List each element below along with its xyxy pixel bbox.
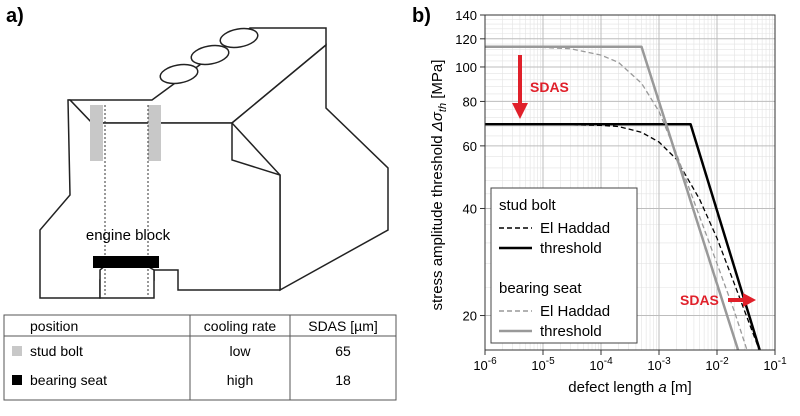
panel-b-label: b) [412, 5, 431, 27]
sdas-arrow-vertical [512, 55, 528, 119]
x-tick-label: 10-6 [473, 356, 497, 373]
plot-frame [484, 14, 776, 351]
engine-block-label: engine block [86, 227, 171, 244]
y-tick-label: 60 [463, 139, 477, 154]
legend-entry: threshold [540, 323, 602, 340]
cylinder-bore [190, 44, 230, 66]
table-cell-position: bearing seat [30, 372, 107, 388]
cylinder-bore [159, 63, 199, 85]
cylinder-bore [219, 27, 259, 49]
x-tick-label: 10-3 [647, 356, 671, 373]
engine-block-drawing [39, 27, 389, 299]
table-frame [3, 314, 397, 401]
table-cell-position: stud bolt [30, 343, 83, 359]
panel-a-label: a) [6, 5, 24, 27]
legend-group-title: stud bolt [499, 197, 557, 214]
x-tick-label: 10-4 [589, 356, 613, 373]
bearing-seat-marker [93, 256, 159, 268]
legend-entry: El Haddad [540, 220, 610, 237]
y-tick-label: 40 [463, 201, 477, 216]
sdas-arrow-horizontal [728, 293, 756, 307]
sdas-arrow-vertical-head [512, 103, 528, 119]
table-cell-sdas: 65 [335, 343, 351, 359]
legend-entry: El Haddad [540, 303, 610, 320]
table-header-cooling-rate: cooling rate [204, 318, 277, 334]
sdas-label-top: SDAS [530, 79, 569, 95]
series-line-stud-bolt-threshold [485, 123, 762, 350]
table-cell-cooling-rate: low [229, 343, 251, 359]
y-tick-label: 100 [455, 60, 477, 75]
series-line-bearing-seat-threshold [485, 45, 740, 350]
table-header-sdas: SDAS [µm] [308, 318, 378, 334]
stud-bolt-marker-right [148, 105, 161, 161]
sdas-label-bottom: SDAS [680, 292, 719, 308]
x-tick-label: 10-2 [705, 356, 729, 373]
legend-group-title: bearing seat [499, 280, 582, 297]
cylinder-bores [159, 27, 259, 85]
table-cell-sdas: 18 [335, 372, 351, 388]
x-tick-label: 10-5 [531, 356, 555, 373]
series-line-bearing-seat-el-haddad [485, 46, 748, 350]
chart-legend: stud bolt El Haddad threshold bearing se… [490, 187, 638, 344]
legend-box [490, 187, 638, 344]
legend-entry: threshold [540, 240, 602, 257]
sdas-table: position cooling rate SDAS [µm] stud bol… [3, 314, 397, 401]
table-cell-cooling-rate: high [227, 372, 253, 388]
row-swatch-bearing-seat [12, 375, 22, 385]
y-axis-label: stress amplitude threshold Δσth [MPa] [429, 60, 449, 311]
stud-bolt-marker-left [90, 105, 103, 161]
x-axis-label: defect length a [m] [568, 379, 691, 396]
y-tick-label: 140 [455, 8, 477, 23]
y-tick-label: 20 [463, 309, 477, 324]
row-swatch-stud-bolt [12, 346, 22, 356]
y-tick-label: 80 [463, 94, 477, 109]
x-tick-label: 10-1 [763, 356, 787, 373]
y-tick-label: 120 [455, 32, 477, 47]
table-header-position: position [30, 318, 78, 334]
sdas-arrow-horizontal-head [743, 293, 756, 307]
